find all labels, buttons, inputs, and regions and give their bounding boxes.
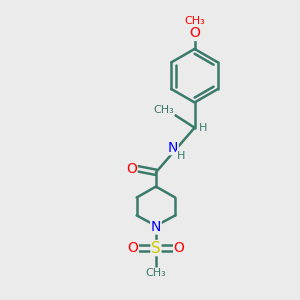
Text: H: H: [176, 151, 185, 161]
Text: N: N: [168, 141, 178, 154]
Text: CH₃: CH₃: [184, 16, 205, 26]
Text: H: H: [199, 123, 208, 133]
Text: O: O: [127, 241, 138, 255]
Text: O: O: [126, 162, 137, 176]
Text: CH₃: CH₃: [154, 105, 174, 115]
Text: O: O: [174, 241, 184, 255]
Text: O: O: [189, 26, 200, 40]
Text: N: N: [151, 220, 161, 234]
Text: CH₃: CH₃: [146, 268, 166, 278]
Text: S: S: [151, 241, 161, 256]
